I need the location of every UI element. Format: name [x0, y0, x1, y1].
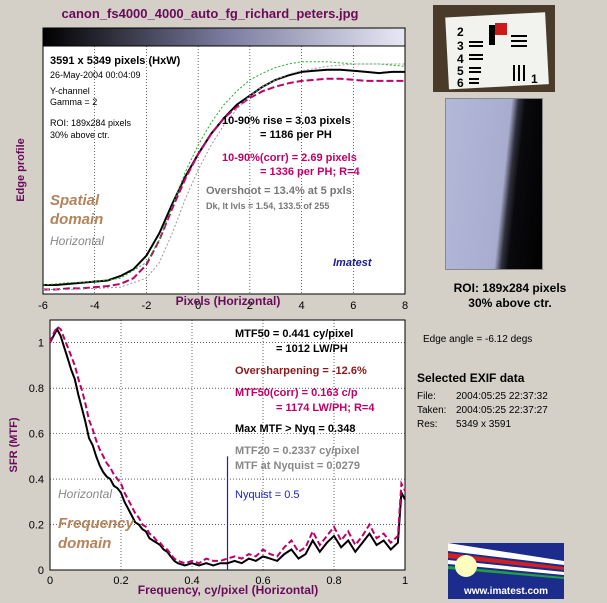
page-title: canon_fs4000_4000_auto_fg_richard_peters…	[61, 6, 359, 21]
mtf-y-tick-0: 0	[38, 565, 44, 577]
mtf-series-0	[49, 326, 406, 567]
edge-orientation-label: Horizontal	[50, 234, 104, 248]
edge-y-axis-label: Edge profile	[15, 138, 27, 202]
exif-taken-label: Taken:	[417, 405, 447, 416]
edge-x-tick-2: -2	[142, 300, 152, 312]
edge-brand-label: Imatest	[333, 257, 373, 269]
mtf-y-tick-2: 0.4	[29, 474, 44, 486]
mtf-x-tick-4: 0.8	[326, 575, 341, 587]
mtf50-label: MTF50 = 0.441 cy/pixel	[235, 328, 353, 340]
mtf-x-tick-1: 0.2	[113, 575, 128, 587]
edge-dims-label: 3591 x 5349 pixels (HxW)	[50, 55, 181, 67]
sun-icon	[455, 555, 477, 577]
edge-profile-chart: -6 -4 -2 0 2 4 6 8 3591 x 5349 pixels (HxW) 26-…	[15, 27, 408, 312]
edge-domain-label-2: domain	[50, 211, 103, 228]
exif-res-value: 5349 x 3591	[456, 419, 512, 430]
oversharpening-label: Oversharpening = -12.6%	[235, 365, 367, 377]
mtf-chart: 0 0.2 0.4 0.6 0.8 1 0 0.2 0.4 0.6 0.8 1 MTF50 = 0.4…	[8, 319, 408, 597]
edge-gamma-label: Gamma = 2	[50, 97, 97, 107]
exif-file-value: 2004:05:25 22:37:32	[456, 391, 548, 402]
edge-rise-corr-label: 10-90%(corr) = 2.69 pixels	[222, 152, 357, 164]
mtf-y-tick-3: 0.6	[29, 429, 44, 441]
edge-rise-ph-label: = 1186 per PH	[260, 129, 332, 141]
imatest-logo[interactable]: www.imatest.com	[448, 543, 564, 599]
mtf50-corr-lw-label: = 1174 LW/PH; R=4	[276, 402, 375, 414]
thumb-label-1: 1	[531, 72, 538, 86]
edge-series-2	[42, 61, 406, 286]
mtf-y-tick-4: 0.8	[29, 383, 44, 395]
edge-x-tick-6: 6	[350, 300, 356, 312]
exif-title: Selected EXIF data	[417, 371, 525, 385]
edge-date-label: 26-May-2004 00:04:09	[50, 70, 141, 80]
mtf-x-tick-5: 1	[402, 575, 408, 587]
edge-x-tick-4: 2	[247, 300, 253, 312]
test-chart-thumbnail: 2 3 4 5 6 1	[433, 5, 555, 92]
edge-series-3	[43, 63, 405, 290]
edge-roi-label: ROI: 189x284 pixels	[50, 118, 132, 128]
roi-crop-image	[445, 98, 543, 270]
mtf-x-tick-2: 0.4	[184, 575, 199, 587]
logo-text: www.imatest.com	[463, 586, 548, 597]
thumb-label-4: 4	[457, 52, 464, 66]
edge-angle-label: Edge angle = -6.12 degs	[423, 334, 533, 345]
mtf-y-axis-label: SFR (MTF)	[8, 417, 20, 472]
edge-x-tick-0: -6	[38, 300, 48, 312]
mtf50-corr-label: MTF50(corr) = 0.163 c/p	[235, 387, 358, 399]
thumb-label-3: 3	[457, 39, 464, 53]
edge-roi-pos-label: 30% above ctr.	[50, 130, 110, 140]
thumb-label-6: 6	[457, 76, 464, 90]
edge-x-tick-7: 8	[402, 300, 408, 312]
edge-domain-label-1: Spatial	[50, 192, 100, 209]
exif-taken-value: 2004:05:25 22:37:27	[456, 405, 548, 416]
edge-x-tick-3: 0	[195, 300, 201, 312]
mtf-orientation-label: Horizontal	[58, 487, 112, 501]
mtf-x-tick-3: 0.6	[255, 575, 270, 587]
roi-caption-1: ROI: 189x284 pixels	[453, 281, 567, 295]
gradient-bar	[42, 27, 406, 47]
exif-file-label: File:	[417, 391, 436, 402]
mtf-y-tick-5: 1	[38, 338, 44, 350]
mtf50-lw-label: = 1012 LW/PH	[276, 343, 348, 355]
edge-channel-label: Y-channel	[50, 86, 90, 96]
mtf-domain-label-1: Frequency	[58, 515, 135, 532]
mtf-x-tick-0: 0	[47, 575, 53, 587]
mtf-domain-label-2: domain	[58, 535, 111, 552]
nyquist-label: Nyquist = 0.5	[235, 489, 300, 501]
edge-series-1	[43, 77, 405, 291]
mtf20-label: MTF20 = 0.2337 cy/pixel	[235, 445, 359, 457]
mtf-nyq-label: MTF at Nyquist = 0.0279	[235, 460, 360, 472]
exif-res-label: Res:	[417, 419, 438, 430]
mtf-series-1	[49, 325, 406, 565]
mtf-x-axis-label: Frequency, cy/pixel (Horizontal)	[138, 583, 318, 597]
thumb-label-2: 2	[457, 25, 464, 39]
mtf-y-tick-1: 0.2	[29, 520, 44, 532]
max-mtf-label: Max MTF > Nyq = 0.348	[235, 423, 355, 435]
edge-dk-lt-label: Dk, lt lvls = 1.54, 133.5 of 255	[206, 201, 329, 211]
roi-caption-2: 30% above ctr.	[468, 296, 552, 310]
edge-rise-label: 10-90% rise = 3.03 pixels	[222, 115, 351, 127]
edge-x-axis-label: Pixels (Horizontal)	[176, 294, 281, 308]
plot-area	[42, 45, 406, 295]
edge-x-tick-5: 4	[299, 300, 305, 312]
edge-rise-corr-ph-label: = 1336 per PH; R=4	[260, 166, 361, 178]
edge-x-tick-1: -4	[90, 300, 100, 312]
edge-overshoot-label: Overshoot = 13.4% at 5 pxls	[206, 185, 352, 197]
thumb-label-5: 5	[457, 64, 464, 78]
